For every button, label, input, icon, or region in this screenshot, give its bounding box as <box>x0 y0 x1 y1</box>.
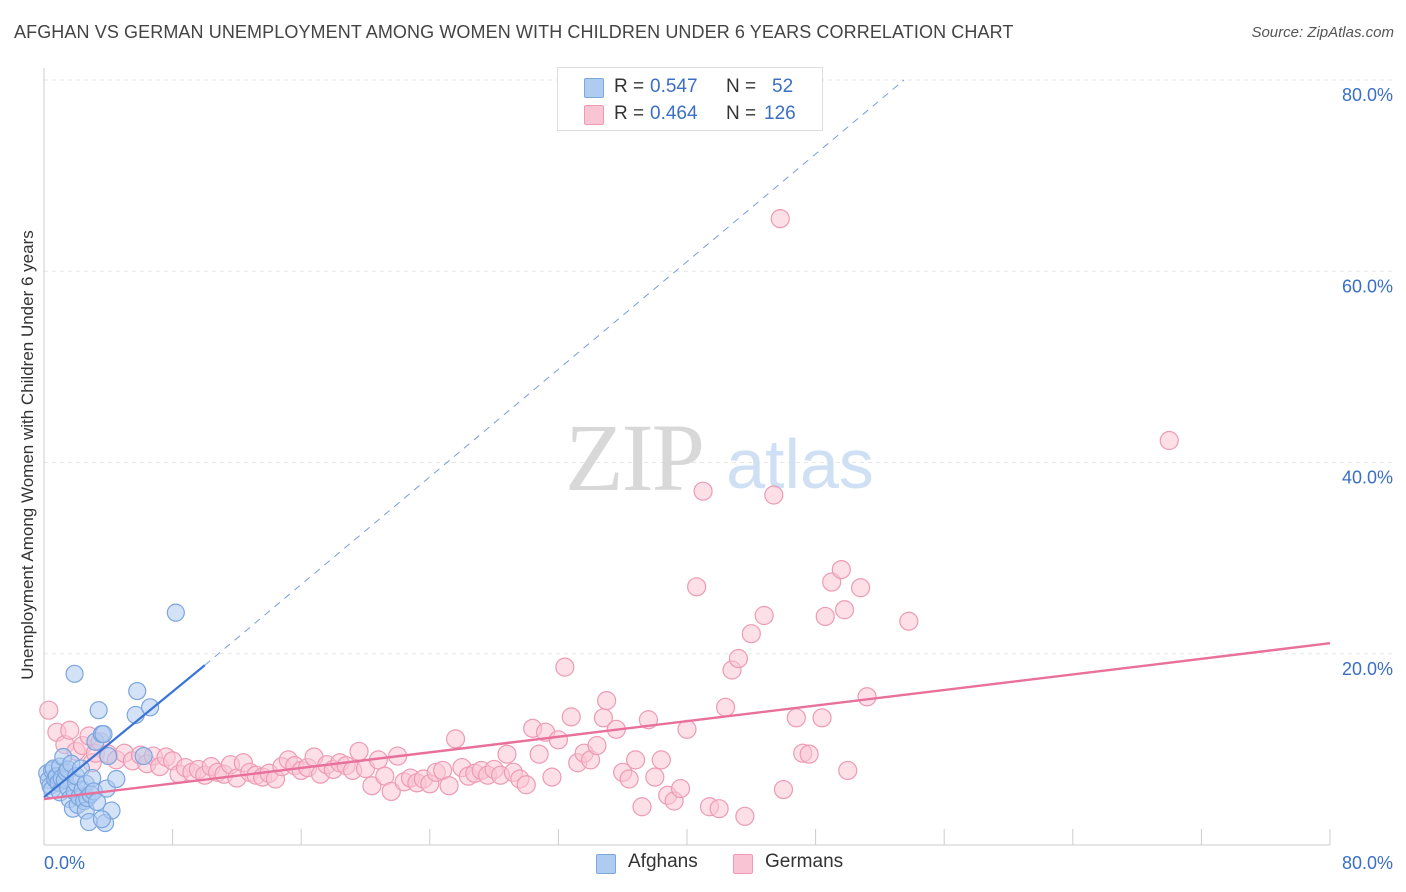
german-point <box>754 605 774 626</box>
r-value: 0.464 <box>650 103 698 124</box>
german-point <box>741 624 761 644</box>
german-point <box>548 730 569 750</box>
grid-lines <box>44 79 1392 655</box>
german-point <box>651 750 671 770</box>
n-value: 126 <box>764 103 796 124</box>
german-point <box>735 806 755 826</box>
y-tick-label: 20.0% <box>1342 659 1393 679</box>
german-point <box>764 485 784 505</box>
german-point <box>851 578 871 598</box>
afghans-legend-swatch <box>596 854 616 874</box>
german-point <box>857 687 877 707</box>
germans-trend-line <box>43 642 1331 801</box>
german-point <box>587 735 607 756</box>
afghan-point <box>107 769 126 789</box>
afghan-point <box>128 681 147 701</box>
watermark: ZIP atlas <box>565 404 874 511</box>
german-point <box>812 708 832 728</box>
x-tick-label-min: 0.0% <box>44 853 85 873</box>
watermark-atlas: atlas <box>726 425 874 503</box>
afghan-point <box>94 724 113 744</box>
german-point <box>645 767 665 787</box>
german-point <box>693 481 713 501</box>
n-label: N = <box>726 76 757 97</box>
n-value: 52 <box>772 76 794 97</box>
y-tick-label: 80.0% <box>1342 85 1393 105</box>
german-point <box>773 779 794 800</box>
german-point <box>529 744 549 764</box>
afghan-point <box>92 810 111 829</box>
german-point <box>899 611 919 631</box>
german-point <box>625 750 646 770</box>
german-point <box>770 209 790 229</box>
german-point <box>632 797 652 817</box>
afghan-point <box>140 698 160 717</box>
r-label: R = <box>614 76 645 97</box>
y-tick-label: 60.0% <box>1342 276 1393 296</box>
data-points <box>38 209 1179 833</box>
source-label: Source: ZipAtlas.com <box>1251 24 1394 41</box>
afghans-trend-extension <box>204 79 905 666</box>
chart-title: AFGHAN VS GERMAN UNEMPLOYMENT AMONG WOME… <box>14 22 1014 42</box>
afghan-point <box>134 746 153 766</box>
afghans-swatch <box>584 78 604 98</box>
german-point <box>786 708 806 728</box>
afghan-point <box>89 701 108 720</box>
german-point <box>39 700 59 720</box>
german-point <box>497 744 517 764</box>
german-point <box>619 769 639 789</box>
y-axis-label: Unemployment Among Women with Children U… <box>18 230 37 679</box>
r-label: R = <box>614 103 645 124</box>
correlation-legend: R = 0.547 N = 52 R = 0.464 N = 126 <box>557 67 823 131</box>
german-point <box>831 559 851 580</box>
german-point <box>687 577 707 597</box>
afghan-point <box>99 746 118 766</box>
watermark-zip: ZIP <box>565 404 703 511</box>
tick-labels: 80.0% 60.0% 40.0% 20.0% 0.0% 80.0% <box>44 85 1393 873</box>
x-tick-label-max: 80.0% <box>1342 853 1393 873</box>
german-point <box>60 720 80 740</box>
german-point <box>542 767 562 787</box>
german-point <box>597 691 617 711</box>
german-point <box>799 744 819 764</box>
german-point <box>362 776 382 796</box>
german-point <box>381 781 401 802</box>
german-point <box>561 707 581 727</box>
german-point <box>555 657 575 677</box>
german-point <box>516 775 536 795</box>
afghan-point <box>166 603 185 622</box>
germans-legend-swatch <box>733 854 753 874</box>
n-label: N = <box>726 103 757 124</box>
afghans-trend-line <box>43 664 206 799</box>
trend-lines <box>43 79 1331 801</box>
german-point <box>1159 430 1179 451</box>
german-point <box>715 697 736 717</box>
germans-swatch <box>584 105 604 125</box>
german-point <box>728 648 749 669</box>
y-tick-label: 40.0% <box>1342 468 1393 488</box>
german-point <box>815 606 835 627</box>
german-point <box>834 600 855 620</box>
german-point <box>670 778 691 799</box>
afghan-point <box>65 664 84 683</box>
german-point <box>709 799 729 819</box>
r-value: 0.547 <box>650 76 698 97</box>
german-point <box>445 729 466 749</box>
german-point <box>349 741 369 761</box>
german-point <box>439 776 459 796</box>
germans-legend-label: Germans <box>765 851 844 872</box>
afghans-legend-label: Afghans <box>628 851 698 872</box>
german-point <box>838 760 858 781</box>
